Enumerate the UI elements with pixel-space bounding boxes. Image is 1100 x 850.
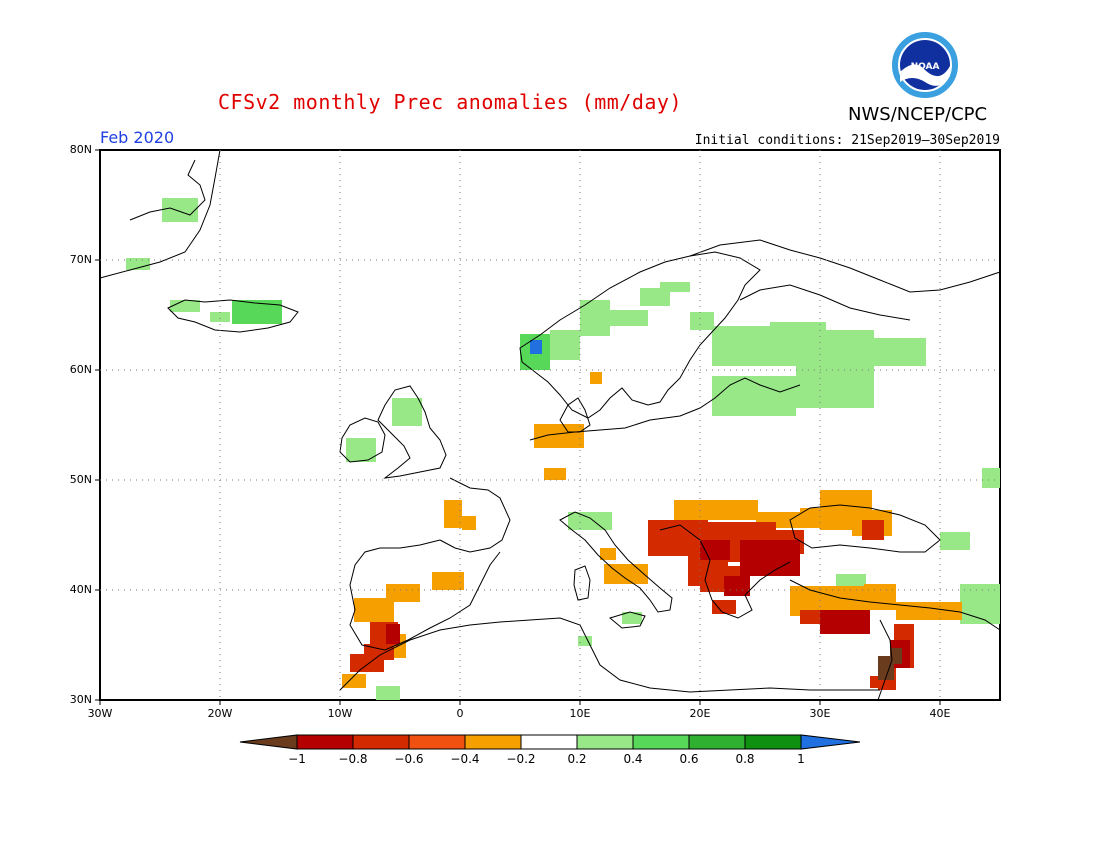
anomaly-cell — [740, 540, 800, 576]
colorbar — [239, 734, 861, 750]
anomaly-cell — [660, 282, 690, 292]
colorbar-swatch — [688, 734, 746, 750]
colorbar-label: −1 — [288, 752, 306, 766]
anomaly-cell — [674, 500, 758, 520]
lon-label: 0 — [456, 707, 464, 720]
anomaly-cell — [890, 648, 902, 664]
anomaly-cell — [534, 424, 584, 448]
org-label: NWS/NCEP/CPC — [848, 104, 988, 125]
anomaly-cell — [544, 468, 566, 480]
anomaly-cell — [622, 612, 642, 624]
anomaly-cell — [444, 500, 462, 528]
anomaly-cell — [862, 520, 884, 540]
anomaly-cell — [386, 584, 420, 602]
anomaly-cell — [690, 312, 714, 330]
lon-label: 30E — [809, 707, 831, 720]
anomaly-cell — [724, 576, 750, 596]
anomaly-cell — [770, 322, 826, 366]
anomaly-cell — [796, 366, 874, 408]
anomaly-cell — [836, 574, 866, 586]
anomaly-cell — [640, 288, 670, 306]
colorbar-label: 0.6 — [679, 752, 699, 766]
lon-label: 10E — [569, 707, 591, 720]
colorbar-swatch — [576, 734, 634, 750]
axis-ticks — [95, 149, 941, 705]
anomaly-cell — [210, 312, 230, 322]
colorbar-swatch — [464, 734, 522, 750]
anomaly-cell — [342, 674, 366, 688]
anomaly-cell — [864, 584, 896, 610]
anomaly-cell — [590, 372, 602, 384]
lat-label: 60N — [69, 363, 92, 376]
colorbar-label: −0.6 — [394, 752, 424, 766]
anomaly-cell — [600, 310, 648, 326]
colorbar-swatch — [296, 734, 354, 750]
colorbar-label: −0.4 — [450, 752, 480, 766]
colorbar-swatch — [744, 734, 802, 750]
anomaly-cell — [940, 532, 970, 550]
chart-title: CFSv2 monthly Prec anomalies (mm/day) — [217, 90, 683, 114]
anomaly-cell — [550, 330, 580, 360]
colorbar-label: 1 — [797, 752, 805, 766]
anomaly-cell — [870, 338, 926, 366]
lat-label: 70N — [69, 253, 92, 266]
colorbar-swatch — [632, 734, 690, 750]
lon-label: 30W — [87, 707, 113, 720]
month-label: Feb 2020 — [100, 128, 175, 147]
anomaly-cell — [530, 340, 542, 354]
anomaly-cell — [568, 512, 612, 530]
anomaly-cell — [126, 258, 150, 270]
coastlines — [99, 149, 1001, 701]
anomaly-cell — [432, 572, 464, 590]
colorbar-swatch — [352, 734, 410, 750]
anomaly-cell — [960, 584, 1000, 624]
lon-label: 40E — [929, 707, 951, 720]
anomaly-cell — [712, 600, 736, 614]
colorbar-label: −0.2 — [506, 752, 536, 766]
lon-label: 20W — [207, 707, 233, 720]
colorbar-arrow-high — [800, 734, 861, 750]
colorbar-label: −0.8 — [338, 752, 368, 766]
anomaly-cell — [162, 198, 198, 222]
lon-label: 20E — [689, 707, 711, 720]
colorbar-swatch — [408, 734, 466, 750]
colorbar-label: 0.8 — [735, 752, 755, 766]
anomaly-cell — [600, 548, 616, 560]
anomaly-cell — [386, 624, 400, 644]
anomaly-cell — [604, 564, 648, 584]
anomaly-cell — [354, 598, 394, 622]
initial-conditions: Initial conditions: 21Sep2019–30Sep2019 — [694, 133, 1000, 148]
lon-label: 10W — [327, 707, 353, 720]
colorbar-label: 0.4 — [623, 752, 643, 766]
colorbar-arrow-low — [239, 734, 298, 750]
svg-text:NOAA: NOAA — [911, 62, 940, 72]
anomaly-cell — [982, 468, 1000, 488]
lat-label: 80N — [69, 143, 92, 156]
anomaly-cell — [392, 398, 422, 426]
lat-label: 50N — [69, 473, 92, 486]
lat-lon-grid — [100, 150, 1000, 700]
anomaly-cell — [364, 644, 394, 660]
colorbar-label: 0.2 — [567, 752, 587, 766]
noaa-logo-icon: NOAA — [892, 32, 958, 98]
anomaly-cell — [820, 610, 870, 634]
anomaly-cell — [170, 300, 200, 312]
colorbar-swatch — [520, 734, 578, 750]
anomaly-cell — [712, 326, 772, 366]
anomaly-cell — [462, 516, 476, 530]
lat-label: 40N — [69, 583, 92, 596]
anomaly-cell — [376, 686, 400, 700]
anomaly-cell — [578, 636, 592, 646]
anomaly-cells — [126, 198, 1000, 700]
lat-label: 30N — [69, 693, 92, 706]
